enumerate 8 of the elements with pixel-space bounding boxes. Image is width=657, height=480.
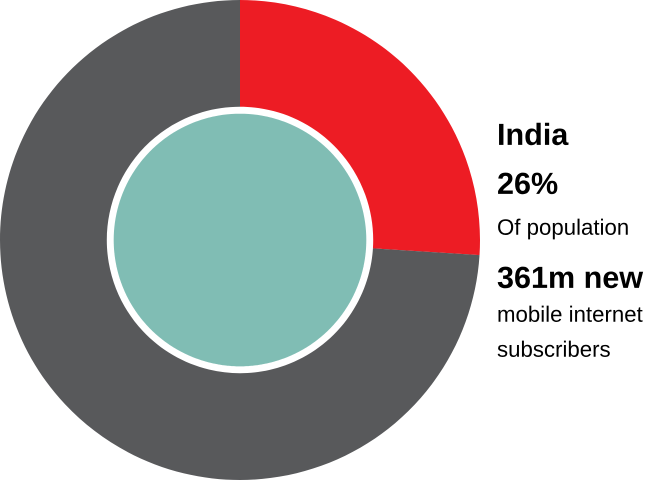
donut-slice: [0, 0, 480, 480]
text: 26%: [498, 172, 558, 194]
text: subscribers: [498, 340, 610, 357]
text: India: [499, 122, 568, 146]
donut-slice: [240, 0, 480, 256]
text: Of population: [498, 218, 628, 240]
text: mobile internet: [498, 306, 643, 322]
text: 361m new: [498, 266, 644, 288]
